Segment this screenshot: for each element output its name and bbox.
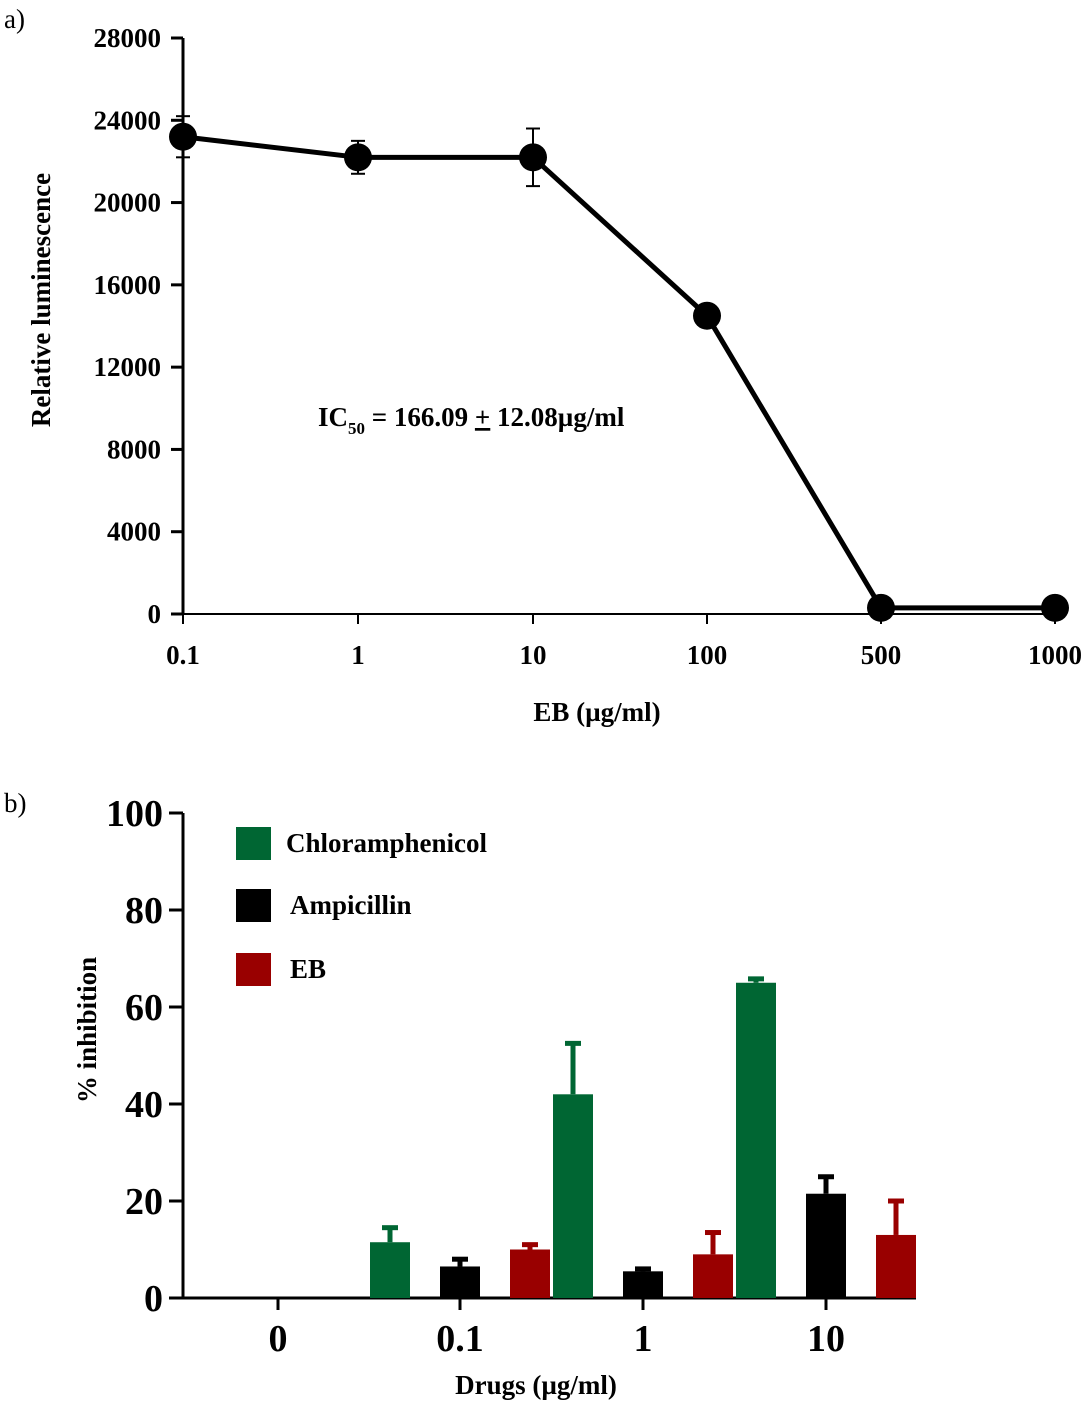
x-tick-label: 10 xyxy=(807,1318,845,1360)
line-chart-series xyxy=(169,115,1069,622)
y-tick-label: 16000 xyxy=(94,270,162,300)
y-tick-label: 0 xyxy=(148,599,162,629)
x-tick-label: 0 xyxy=(269,1318,288,1360)
data-point xyxy=(169,122,197,151)
ic50-annotation: IC50 = 166.09 + 12.08µg/ml xyxy=(318,402,625,438)
y-tick-label: 20 xyxy=(125,1181,163,1223)
bar-chart-y-axis-label: % inhibition xyxy=(72,957,102,1103)
bar xyxy=(440,1266,480,1298)
legend-label: Chloramphenicol xyxy=(286,828,488,858)
bar-chart: 0 20 40 60 80 100 0 0.1 1 10 Chloramphenicol Ampi… xyxy=(72,793,916,1400)
bar xyxy=(876,1234,916,1298)
y-tick-label: 28000 xyxy=(94,23,162,53)
data-point xyxy=(693,301,721,330)
legend-swatch xyxy=(236,827,271,860)
data-point xyxy=(867,593,895,622)
bar-chart-bars xyxy=(370,976,916,1298)
line-chart-x-axis-label: EB (µg/ml) xyxy=(533,697,660,727)
line-chart-y-ticks: 0 4000 8000 12000 16000 20000 24000 28000 xyxy=(94,23,183,629)
y-tick-label: 24000 xyxy=(94,105,162,135)
x-tick-label: 10 xyxy=(520,640,547,670)
bar xyxy=(510,1249,550,1298)
data-point xyxy=(344,143,372,172)
bar xyxy=(736,982,776,1298)
bar xyxy=(370,1242,410,1298)
series-line xyxy=(182,134,1055,611)
bar-chart-x-axis-label: Drugs (µg/ml) xyxy=(455,1370,617,1400)
y-tick-label: 20000 xyxy=(94,188,162,218)
line-chart-axes xyxy=(181,38,1055,615)
line-chart: 0 4000 8000 12000 16000 20000 24000 28000 0.1 1 1… xyxy=(26,23,1082,727)
y-tick-label: 60 xyxy=(125,987,163,1029)
panel-a-label: a) xyxy=(4,4,25,34)
bar-chart-y-ticks: 0 20 40 60 80 100 xyxy=(106,793,183,1320)
data-point xyxy=(1041,593,1069,622)
y-tick-label: 40 xyxy=(125,1084,163,1126)
x-tick-label: 0.1 xyxy=(166,640,200,670)
panel-b-label: b) xyxy=(4,788,27,818)
y-tick-label: 8000 xyxy=(107,434,161,464)
legend-swatch xyxy=(236,953,271,986)
data-point xyxy=(519,143,547,172)
x-tick-label: 1000 xyxy=(1028,640,1082,670)
x-tick-label: 1 xyxy=(634,1318,653,1360)
y-tick-label: 80 xyxy=(125,890,163,932)
legend-swatch xyxy=(236,889,271,922)
y-tick-label: 100 xyxy=(106,793,163,835)
bar xyxy=(553,1094,593,1298)
y-tick-label: 4000 xyxy=(107,517,161,547)
bar-chart-x-ticks: 0 0.1 1 10 xyxy=(269,1298,845,1360)
line-chart-x-ticks: 0.1 1 10 100 500 1000 xyxy=(166,614,1082,670)
legend-label: EB xyxy=(290,954,326,984)
x-tick-label: 0.1 xyxy=(436,1318,484,1360)
bar xyxy=(623,1271,663,1298)
legend-label: Ampicillin xyxy=(290,890,412,920)
bar xyxy=(806,1193,846,1298)
x-tick-label: 500 xyxy=(861,640,902,670)
bar-chart-legend: Chloramphenicol Ampicillin EB xyxy=(236,827,488,986)
x-tick-label: 100 xyxy=(687,640,728,670)
y-tick-label: 0 xyxy=(144,1278,163,1320)
bar xyxy=(693,1254,733,1298)
y-tick-label: 12000 xyxy=(94,352,162,382)
line-chart-y-axis-label: Relative luminescence xyxy=(26,173,56,427)
x-tick-label: 1 xyxy=(351,640,365,670)
